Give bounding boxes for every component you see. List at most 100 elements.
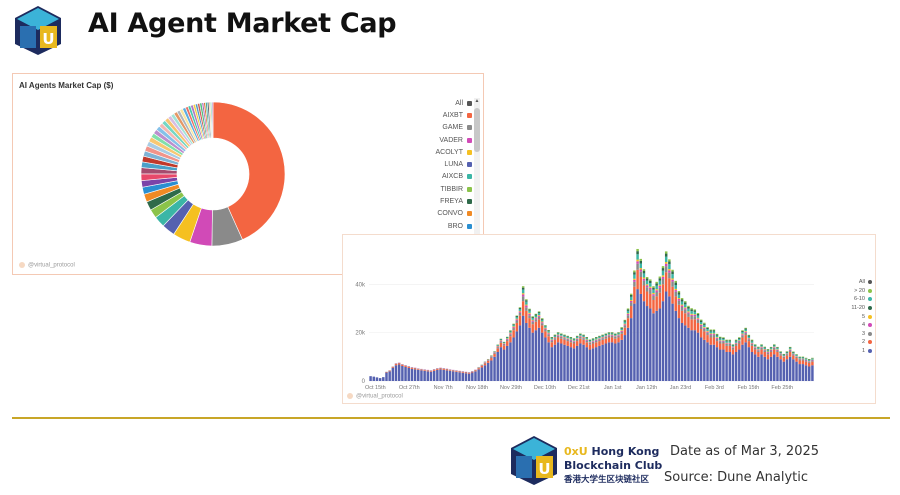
bar-segment-2[interactable] — [763, 351, 766, 357]
bar-segment-3[interactable] — [531, 321, 534, 325]
bar-segment-1[interactable] — [579, 343, 582, 381]
bar-segment-1[interactable] — [512, 337, 515, 381]
bar-segment-2[interactable] — [451, 370, 455, 372]
bar-segment-1[interactable] — [785, 359, 789, 381]
bar-segment-20[interactable] — [722, 337, 725, 338]
bar-segment-3[interactable] — [779, 354, 782, 356]
bar-segment-1[interactable] — [715, 347, 719, 381]
bar-segment-6-10[interactable] — [645, 280, 649, 285]
bar-segment-11-20[interactable] — [722, 337, 725, 339]
bar-segment-4[interactable] — [521, 294, 525, 297]
bar-segment-4[interactable] — [722, 340, 725, 342]
bar-segment-6-10[interactable] — [811, 358, 814, 360]
bar-segment-1[interactable] — [378, 378, 382, 381]
bar-segment-2[interactable] — [779, 355, 782, 360]
bar-segment-11-20[interactable] — [547, 330, 550, 332]
bar-segment-6-10[interactable] — [521, 289, 525, 294]
bar-segment-3[interactable] — [785, 354, 789, 356]
bar-segment-2[interactable] — [448, 370, 452, 371]
bar-segment-20[interactable] — [652, 286, 655, 288]
bar-segment-2[interactable] — [636, 269, 639, 290]
bar-segment-1[interactable] — [760, 354, 763, 381]
bar-segment-5[interactable] — [668, 269, 671, 271]
bar-segment-20[interactable] — [664, 251, 668, 254]
bar-segment-4[interactable] — [645, 285, 649, 288]
bar-segment-5[interactable] — [547, 332, 550, 334]
bar-segment-3[interactable] — [687, 313, 690, 317]
bar-segment-4[interactable] — [633, 279, 636, 282]
bar-segment-4[interactable] — [591, 341, 595, 342]
bar-segment-2[interactable] — [629, 306, 633, 319]
bar-segment-4[interactable] — [575, 338, 579, 340]
bar-segment-1[interactable] — [372, 376, 376, 381]
bar-segment-2[interactable] — [397, 363, 401, 365]
bar-segment-11-20[interactable] — [515, 315, 519, 317]
bar-segment-1[interactable] — [432, 370, 436, 381]
bar-segment-3[interactable] — [661, 278, 665, 285]
bar-segment-6-10[interactable] — [547, 331, 550, 333]
bar-segment-2[interactable] — [674, 296, 677, 311]
bar-segment-2[interactable] — [671, 286, 674, 304]
bar-segment-11-20[interactable] — [540, 318, 544, 320]
bar-segment-20[interactable] — [715, 333, 719, 335]
bar-segment-4[interactable] — [610, 335, 614, 336]
bar-segment-4[interactable] — [696, 318, 700, 320]
bar-segment-11-20[interactable] — [773, 344, 776, 346]
bar-segment-20[interactable] — [690, 308, 693, 310]
bar-segment-5[interactable] — [528, 312, 531, 314]
bar-segment-6-10[interactable] — [658, 280, 662, 285]
bar-segment-3[interactable] — [525, 307, 528, 311]
bar-segment-4[interactable] — [534, 318, 538, 320]
bar-segment-1[interactable] — [753, 354, 757, 381]
bar-segment-11-20[interactable] — [693, 310, 697, 312]
bar-segment-6-10[interactable] — [792, 352, 795, 354]
bar-segment-4[interactable] — [601, 337, 604, 339]
bar-legend-item-11-20[interactable]: 11-20 — [832, 304, 872, 313]
bar-segment-6-10[interactable] — [642, 273, 646, 278]
bar-segment-2[interactable] — [439, 368, 442, 370]
bar-segment-5[interactable] — [703, 327, 706, 328]
bar-segment-6-10[interactable] — [801, 357, 805, 359]
bar-segment-11-20[interactable] — [531, 316, 534, 318]
bar-segment-2[interactable] — [601, 339, 604, 345]
bar-segment-11-20[interactable] — [668, 261, 671, 265]
bar-segment-3[interactable] — [776, 350, 779, 352]
bar-segment-4[interactable] — [776, 349, 779, 351]
bar-segment-11-20[interactable] — [785, 351, 789, 353]
bar-segment-20[interactable] — [645, 277, 649, 279]
bar-segment-11-20[interactable] — [642, 270, 646, 274]
bar-segment-1[interactable] — [807, 366, 811, 381]
bar-segment-11-20[interactable] — [560, 333, 563, 335]
bar-segment-4[interactable] — [531, 320, 534, 322]
bar-segment-3[interactable] — [811, 360, 814, 362]
bar-segment-6-10[interactable] — [496, 345, 499, 346]
bar-segment-2[interactable] — [795, 358, 798, 362]
bar-segment-1[interactable] — [747, 347, 751, 381]
bar-segment-1[interactable] — [375, 377, 379, 381]
bar-segment-20[interactable] — [521, 286, 525, 288]
bar-segment-6-10[interactable] — [734, 341, 738, 343]
bar-segment-6-10[interactable] — [579, 334, 582, 336]
bar-segment-1[interactable] — [518, 325, 522, 381]
bar-segment-3[interactable] — [706, 332, 709, 336]
bar-segment-6-10[interactable] — [718, 338, 722, 341]
bar-segment-5[interactable] — [531, 319, 534, 321]
bar-segment-20[interactable] — [658, 276, 662, 279]
bar-segment-2[interactable] — [560, 338, 563, 344]
bar-segment-2[interactable] — [566, 341, 569, 346]
bar-segment-11-20[interactable] — [769, 347, 773, 349]
bar-segment-4[interactable] — [579, 336, 582, 337]
bar-segment-2[interactable] — [582, 339, 585, 345]
bar-segment-3[interactable] — [636, 263, 639, 270]
bar-segment-4[interactable] — [747, 338, 751, 340]
bar-segment-5[interactable] — [642, 277, 646, 279]
bar-segment-1[interactable] — [413, 369, 417, 381]
bar-segment-4[interactable] — [623, 324, 627, 326]
bar-segment-11-20[interactable] — [776, 347, 779, 349]
bar-segment-1[interactable] — [502, 349, 506, 381]
bar-segment-3[interactable] — [572, 341, 576, 344]
bar-segment-1[interactable] — [798, 364, 801, 381]
bar-segment-11-20[interactable] — [579, 333, 582, 335]
bar-segment-20[interactable] — [540, 318, 544, 319]
bar-segment-1[interactable] — [629, 318, 633, 381]
